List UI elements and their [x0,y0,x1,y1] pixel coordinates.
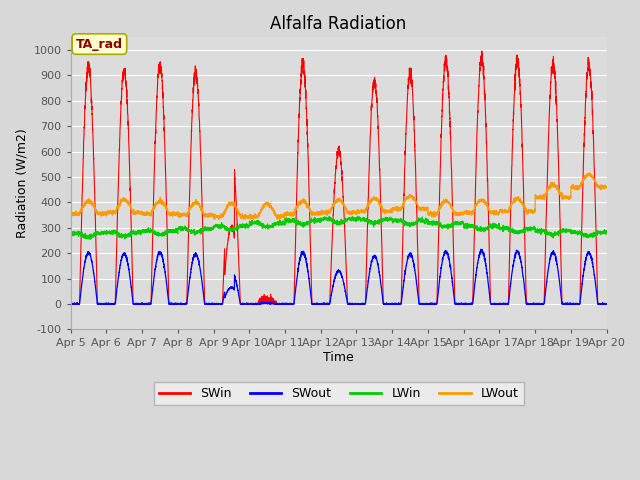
SWin [429,301,436,307]
LWout [163,206,171,212]
LWin [603,228,611,234]
SWout [319,301,326,307]
SWout [603,301,611,307]
Y-axis label: Radiation (W/m2): Radiation (W/m2) [15,129,28,238]
SWin [602,301,610,307]
LWout [586,170,594,176]
LWin [87,237,95,242]
SWin [603,301,611,307]
LWout [67,209,74,215]
SWin [478,48,486,54]
X-axis label: Time: Time [323,351,354,364]
Text: TA_rad: TA_rad [76,37,123,50]
LWout [429,211,436,216]
LWin [429,219,437,225]
SWout [489,301,497,307]
SWout [429,301,436,307]
Line: LWin: LWin [70,216,607,240]
SWin [490,301,497,307]
SWout [67,301,74,307]
SWout [163,284,171,289]
SWin [67,301,74,307]
SWout [602,301,610,307]
LWout [602,183,610,189]
SWin [319,301,326,307]
LWout [603,184,611,190]
SWin [459,301,467,307]
SWin [67,301,74,307]
LWin [490,222,497,228]
LWin [459,220,467,226]
Title: Alfalfa Radiation: Alfalfa Radiation [271,15,406,33]
SWin [163,223,171,229]
Line: SWout: SWout [70,249,607,304]
LWout [459,211,467,217]
Line: SWin: SWin [70,51,607,304]
Legend: SWin, SWout, LWin, LWout: SWin, SWout, LWin, LWout [154,382,524,405]
Line: LWout: LWout [70,173,607,219]
LWin [163,230,171,236]
LWin [602,229,610,235]
SWout [459,301,467,307]
LWin [354,214,362,219]
LWout [319,210,326,216]
SWout [477,246,484,252]
LWin [67,230,74,236]
LWin [319,216,326,222]
LWout [489,211,497,216]
LWout [215,216,223,222]
